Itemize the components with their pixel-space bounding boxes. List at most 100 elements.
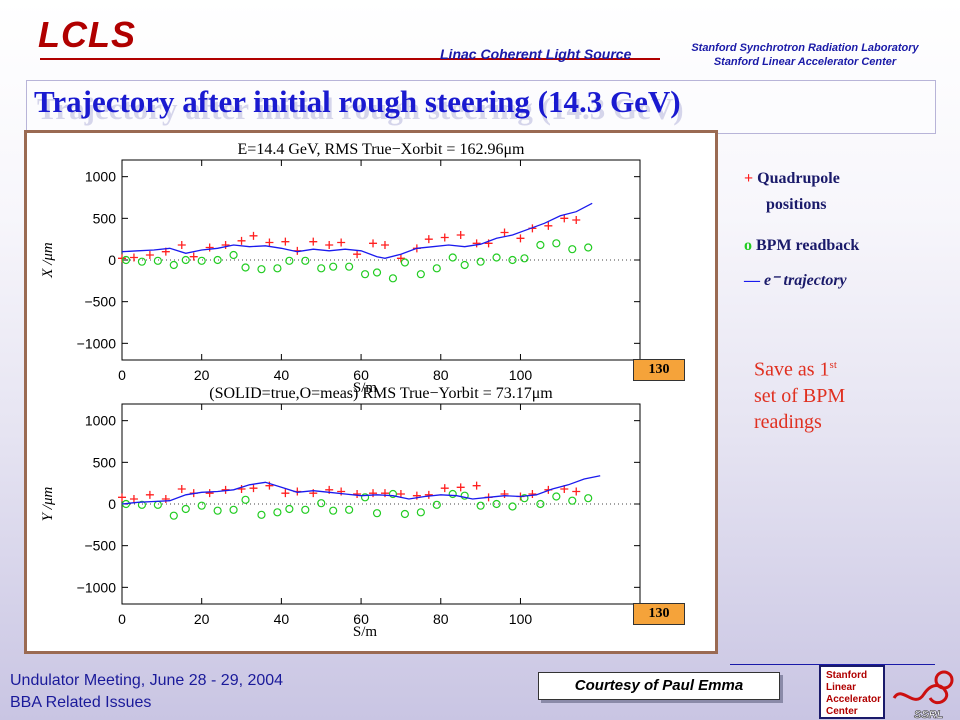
plot1-quad-point [572, 216, 581, 224]
plot1-bpm-point [492, 253, 501, 262]
plot1-xtick-label: 0 [118, 367, 126, 383]
plot2-bpm-point [536, 499, 545, 509]
plot1-bpm-point [345, 262, 354, 271]
plot2-xtick-label: 100 [509, 611, 533, 627]
plot-y-badge: 130 [633, 603, 685, 625]
plot1-quad-point [129, 253, 138, 262]
plot1-xtick-label: 80 [433, 367, 449, 383]
plot2-quad-point [528, 490, 537, 498]
plot1-bpm-point [153, 256, 162, 265]
plot2-quad-point [472, 481, 481, 490]
plot1-bpm-point [197, 256, 206, 265]
plot2-bpm-point [400, 509, 410, 519]
plot1-quad-point [396, 254, 405, 263]
plot2-ytick-label: 500 [93, 454, 117, 470]
legend-quad-label: Quadrupole [757, 170, 840, 187]
plot1-quad-point [440, 233, 449, 242]
plot1-bpm-point [552, 239, 561, 248]
plot2-bpm-point [229, 505, 238, 514]
plot1-quad-point [369, 239, 378, 248]
plot1-quad-point [472, 239, 481, 248]
plot2-bpm-point [301, 505, 310, 514]
plot1-bpm-point [448, 253, 457, 262]
courtesy-box: Courtesy of Paul Emma [538, 672, 780, 700]
plot1-bpm-point [460, 260, 469, 270]
plot1-xtick-label: 100 [509, 367, 533, 383]
plot1-quad-point [456, 231, 465, 239]
plot2-trajectory-line [121, 475, 601, 505]
ssrl-ring-icon [934, 670, 954, 690]
plot1-bpm-point [432, 264, 441, 273]
plot1-bpm-point [476, 257, 485, 266]
slac-ssrl-logo: Stanford Linear Accelerator Center SSRL [819, 665, 954, 720]
plot1-quad-point [424, 235, 433, 244]
plot2-bpm-point [508, 502, 517, 511]
plot1-bpm-point [520, 254, 529, 263]
header-lab-line1: Stanford Synchrotron Radiation Laborator… [691, 42, 919, 54]
quad-marker-icon: + [744, 170, 754, 187]
plot1-title: E=14.4 GeV, RMS True−Xorbit = 162.96μm [238, 141, 525, 158]
plot1-bpm-point [181, 255, 190, 265]
slac-line-2: Linear [826, 682, 856, 693]
plot2-quad-point [205, 489, 214, 498]
plot1-quad-point [145, 251, 154, 259]
plot2-quad-point [118, 493, 126, 502]
plot2-bpm-point [448, 489, 457, 499]
plot2-xtick-label: 20 [194, 611, 210, 627]
plot2-ytick-label: −1000 [77, 579, 117, 595]
plot-frame: −1000 −500 0 500 1000 0 20 40 60 80 100 E=14.4 GeV,… [24, 130, 718, 654]
plot1-bpm-point [241, 263, 250, 272]
plot1-quad-point [189, 252, 198, 261]
plot1-quad-point [353, 250, 362, 259]
header-lab-line2: Stanford Linear Accelerator Center [713, 56, 897, 68]
plot2-quad-point [396, 490, 405, 498]
plot-x-badge: 130 [633, 359, 685, 381]
plot1-bpm-point [213, 255, 222, 265]
plot2-ytick-label: 1000 [85, 413, 116, 429]
plot1-bpm-point [285, 256, 294, 265]
plot2-bpm-point [213, 506, 222, 515]
plot2-bpm-point [273, 508, 282, 517]
plot1-quad-point [118, 254, 126, 263]
plot1-bpm-point [121, 255, 131, 265]
plot1-quad-point [237, 236, 246, 245]
plot2-quad-point [281, 489, 290, 498]
save-note: Save as 1st set of BPM readings [754, 352, 914, 435]
plot1-bpm-point [400, 258, 410, 267]
plot1-quad-point [516, 234, 525, 243]
legend-quad-label-2: positions [766, 196, 827, 213]
legend-traj-label: e⁻ trajectory [764, 272, 847, 289]
plot1-bpm-point [568, 245, 577, 254]
plot2-bpm-point [153, 500, 162, 509]
plot2-bpm-point [520, 494, 529, 503]
plot2-xtick-label: 0 [118, 611, 126, 627]
plot2-bpm-point [257, 510, 266, 519]
plot2-quad-point [249, 484, 258, 493]
slac-line-4: Center [826, 706, 858, 717]
plot2-title: (SOLID=true,O=meas) RMS True−Yorbit = 73… [209, 385, 553, 402]
plot1-bpm-point [584, 243, 593, 252]
plot1-bpm-point [257, 265, 266, 274]
plot1-ytick-label: −1000 [77, 335, 117, 351]
plot2-quad-point [440, 484, 449, 493]
plot1-quad-point [544, 221, 553, 230]
plot1-ytick-label: 500 [93, 210, 117, 226]
plot1-quad-point [380, 241, 389, 249]
plot2-bpm-point [492, 499, 501, 509]
plot2-quad-point [456, 483, 465, 492]
plot1-ylabel: X /μm [40, 242, 56, 279]
plot2-bpm-point [476, 501, 485, 510]
legend-quadrupole: + Quadrupole [744, 170, 840, 188]
plot1-quad-point [177, 241, 186, 249]
legend-trajectory: — e⁻ trajectory [744, 270, 847, 290]
plot1-xtick-label: 40 [274, 367, 290, 383]
plot2-xlabel: S/m [353, 624, 378, 640]
plot2-bpm-point [329, 506, 338, 515]
plot1-quad-point [500, 228, 509, 237]
plot2-quad-point [500, 490, 509, 498]
plot2-bpm-point [137, 500, 147, 509]
plot1-trajectory-line [121, 202, 593, 259]
plot2-xtick-label: 40 [274, 611, 290, 627]
plot2-quad-point [161, 495, 170, 503]
footer-rule [730, 664, 935, 665]
